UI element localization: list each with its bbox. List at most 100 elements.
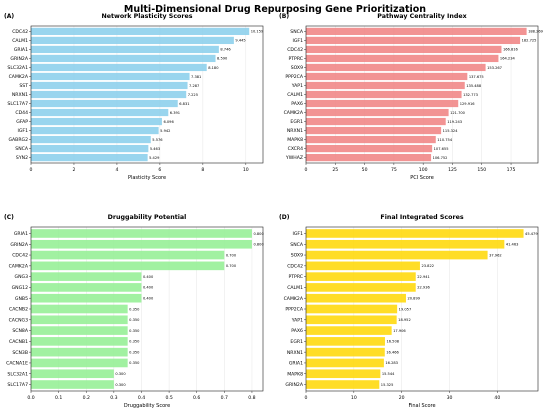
value-label: 19.057 bbox=[399, 307, 412, 311]
value-label: 18.952 bbox=[398, 318, 411, 322]
plot-frame bbox=[30, 25, 264, 164]
chart-panel-d: (D) Final Integrated Scores IGF1 45.479 SNCA… bbox=[279, 214, 538, 409]
bar bbox=[306, 126, 442, 135]
bar bbox=[306, 99, 459, 108]
bar bbox=[306, 153, 432, 162]
value-label: 115.324 bbox=[443, 129, 459, 133]
x-tick-label: 30 bbox=[447, 395, 453, 401]
value-label: 37.962 bbox=[489, 253, 502, 257]
category-label: IGF1 bbox=[18, 128, 29, 134]
category-label: IGF1 bbox=[293, 231, 304, 237]
category-label: SLC32A1 bbox=[7, 371, 28, 377]
bar bbox=[31, 250, 225, 260]
bar bbox=[31, 63, 207, 72]
value-label: 0.300 bbox=[115, 372, 126, 376]
value-label: 5.942 bbox=[160, 129, 170, 133]
category-label: SNCA bbox=[290, 242, 304, 248]
value-label: 7.225 bbox=[188, 93, 198, 97]
category-label: GRIA1 bbox=[289, 361, 303, 367]
bar bbox=[31, 261, 225, 271]
category-label: GRIN2A bbox=[10, 56, 28, 62]
panel-letter: (A) bbox=[4, 13, 14, 20]
x-tick-label: 0.8 bbox=[248, 395, 255, 401]
bar bbox=[31, 315, 128, 325]
value-label: 5.429 bbox=[149, 156, 160, 160]
category-label: CACNA1E bbox=[6, 361, 28, 367]
bar bbox=[31, 72, 190, 81]
bar bbox=[31, 304, 128, 314]
value-label: 9.445 bbox=[235, 39, 245, 43]
x-tick-label: 0.5 bbox=[165, 395, 172, 401]
figure-title: Multi-Dimensional Drug Repurposing Gene … bbox=[124, 4, 426, 15]
category-label: NRXN1 bbox=[287, 350, 303, 356]
bar bbox=[31, 326, 128, 335]
category-label: CAMK2A bbox=[9, 263, 29, 269]
value-label: 0.350 bbox=[129, 340, 140, 344]
category-label: SST bbox=[19, 83, 28, 89]
value-label: 20.899 bbox=[407, 297, 420, 301]
category-label: SNCA bbox=[15, 146, 29, 152]
x-tick-label: 10 bbox=[351, 395, 357, 401]
bar bbox=[306, 63, 486, 72]
category-label: CAMK2A bbox=[284, 296, 304, 302]
category-label: MAPK8 bbox=[287, 371, 303, 377]
bar bbox=[306, 304, 398, 314]
bar bbox=[306, 293, 406, 303]
value-label: 110.754 bbox=[437, 138, 453, 142]
bar bbox=[306, 117, 446, 126]
value-label: 0.700 bbox=[226, 264, 237, 268]
category-label: SCN8A bbox=[12, 328, 28, 334]
chart-panel-b: (B) Pathway Centrality Index SNCA 188.269 IG… bbox=[279, 13, 544, 181]
category-label: SCN3B bbox=[12, 350, 28, 356]
bar bbox=[31, 36, 234, 45]
bar bbox=[306, 358, 384, 368]
bar bbox=[31, 144, 149, 153]
x-tick-label: 0.4 bbox=[138, 395, 145, 401]
category-label: CACNB1 bbox=[9, 339, 28, 345]
x-tick-label: 75 bbox=[391, 167, 397, 173]
category-label: MAPK8 bbox=[287, 137, 303, 143]
category-label: PAX6 bbox=[291, 101, 303, 107]
bar bbox=[306, 108, 449, 117]
x-tick-label: 0.1 bbox=[55, 395, 62, 401]
category-label: YAP1 bbox=[291, 317, 303, 323]
category-label: GRIN2A bbox=[10, 242, 28, 248]
bar bbox=[306, 261, 420, 271]
bar bbox=[306, 27, 527, 36]
bar bbox=[306, 144, 433, 153]
x-tick-label: 50 bbox=[362, 167, 368, 173]
bar bbox=[31, 81, 188, 90]
bar bbox=[306, 36, 521, 45]
bar bbox=[306, 135, 436, 144]
value-label: 16.508 bbox=[386, 340, 399, 344]
category-label: SLC17A7 bbox=[7, 382, 28, 388]
panel-title: Pathway Centrality Index bbox=[377, 13, 466, 20]
category-label: SLC32A1 bbox=[7, 65, 28, 71]
value-label: 8.180 bbox=[208, 66, 219, 70]
value-label: 6.096 bbox=[163, 120, 174, 124]
value-label: 0.350 bbox=[129, 307, 140, 311]
value-label: 182.725 bbox=[522, 39, 537, 43]
x-tick-label: 125 bbox=[448, 167, 457, 173]
x-tick-label: 0.6 bbox=[193, 395, 200, 401]
bar bbox=[306, 283, 416, 292]
value-label: 7.381 bbox=[191, 75, 201, 79]
value-label: 0.350 bbox=[129, 318, 140, 322]
x-tick-label: 40 bbox=[494, 395, 500, 401]
category-label: YAP1 bbox=[291, 83, 303, 89]
category-label: CDC42 bbox=[287, 263, 303, 269]
x-tick-label: 0 bbox=[30, 167, 33, 173]
category-label: CXCR4 bbox=[288, 146, 303, 152]
category-label: GNG3 bbox=[15, 274, 29, 280]
bar bbox=[31, 153, 148, 162]
bar bbox=[31, 229, 252, 238]
value-label: 15.325 bbox=[381, 383, 394, 387]
bar bbox=[306, 229, 524, 238]
value-label: 16.466 bbox=[386, 350, 399, 354]
category-label: PTPRC bbox=[288, 56, 303, 62]
bar bbox=[306, 45, 502, 54]
bar bbox=[306, 337, 385, 346]
category-label: GNG12 bbox=[12, 285, 28, 291]
x-tick-label: 0.7 bbox=[221, 395, 228, 401]
value-label: 10.159 bbox=[251, 30, 264, 34]
